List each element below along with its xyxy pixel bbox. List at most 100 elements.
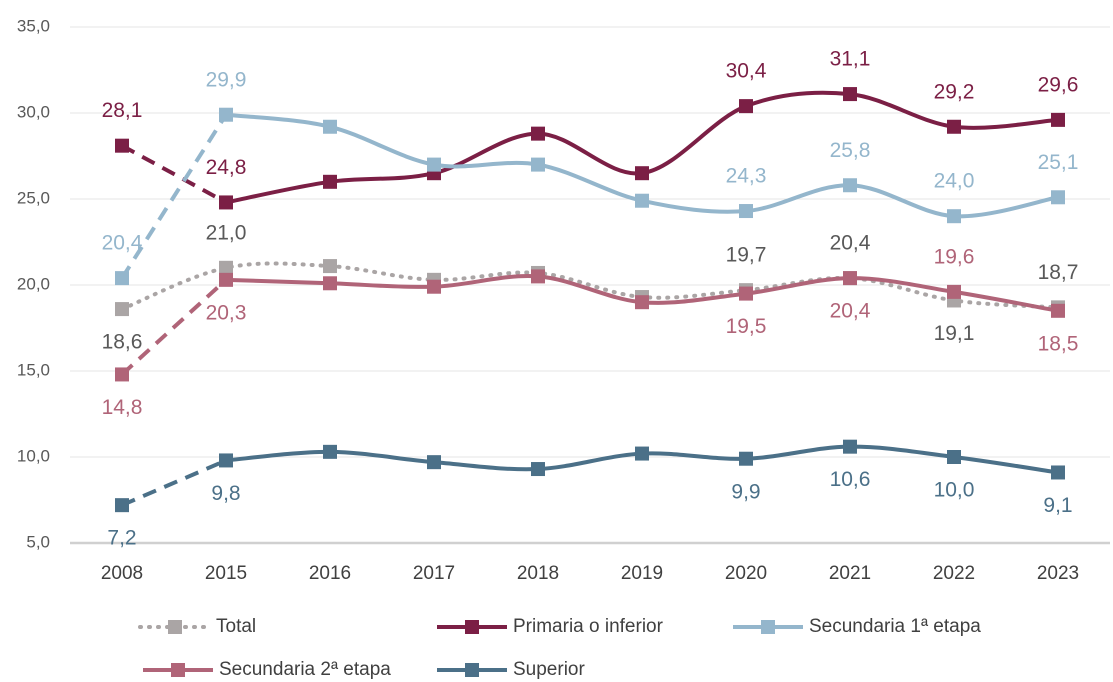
legend-label: Total bbox=[216, 616, 256, 637]
data-label: 29,9 bbox=[206, 68, 247, 91]
data-label: 29,6 bbox=[1038, 73, 1079, 96]
marker bbox=[427, 157, 441, 172]
series-line-dashed bbox=[120, 278, 228, 376]
marker bbox=[635, 446, 649, 461]
data-label: 28,1 bbox=[102, 99, 143, 122]
legend-label: Primaria o inferior bbox=[513, 616, 664, 637]
data-label: 18,6 bbox=[102, 331, 143, 354]
legend-marker bbox=[465, 620, 479, 634]
legend-label: Secundaria 1ª etapa bbox=[809, 616, 981, 637]
marker bbox=[219, 272, 233, 287]
data-label: 9,8 bbox=[211, 482, 240, 505]
data-label: 21,0 bbox=[206, 221, 247, 244]
marker bbox=[1051, 190, 1065, 205]
y-tick-label: 35,0 bbox=[17, 16, 50, 35]
marker bbox=[115, 271, 129, 286]
marker bbox=[635, 193, 649, 208]
marker bbox=[947, 119, 961, 134]
x-tick-label: 2023 bbox=[1037, 563, 1079, 584]
x-tick-label: 2019 bbox=[621, 563, 663, 584]
marker bbox=[843, 178, 857, 193]
marker bbox=[531, 269, 545, 284]
y-tick-label: 30,0 bbox=[17, 102, 50, 121]
marker bbox=[947, 284, 961, 299]
marker bbox=[739, 451, 753, 466]
data-label: 20,4 bbox=[830, 300, 871, 323]
marker bbox=[1051, 112, 1065, 127]
x-tick-label: 2021 bbox=[829, 563, 871, 584]
data-label: 24,0 bbox=[934, 170, 975, 193]
marker bbox=[843, 439, 857, 454]
marker bbox=[323, 444, 337, 459]
y-tick-label: 15,0 bbox=[17, 360, 50, 379]
marker bbox=[843, 271, 857, 286]
data-label: 10,6 bbox=[830, 468, 871, 491]
legend-label: Secundaria 2ª etapa bbox=[219, 659, 391, 680]
marker bbox=[323, 174, 337, 189]
data-label: 29,2 bbox=[934, 80, 975, 103]
x-tick-label: 2016 bbox=[309, 563, 351, 584]
data-label: 25,1 bbox=[1038, 151, 1079, 174]
data-label: 20,3 bbox=[206, 301, 247, 324]
marker bbox=[219, 453, 233, 468]
marker bbox=[531, 462, 545, 477]
marker bbox=[1051, 303, 1065, 318]
marker bbox=[635, 166, 649, 181]
data-label: 19,7 bbox=[726, 244, 767, 267]
marker bbox=[115, 302, 129, 317]
marker bbox=[427, 455, 441, 470]
marker bbox=[739, 204, 753, 219]
marker bbox=[635, 295, 649, 310]
data-label: 20,4 bbox=[830, 232, 871, 255]
marker bbox=[323, 259, 337, 274]
marker bbox=[1051, 465, 1065, 480]
y-tick-label: 10,0 bbox=[17, 446, 50, 465]
marker bbox=[531, 157, 545, 172]
marker bbox=[323, 276, 337, 291]
x-tick-label: 2018 bbox=[517, 563, 559, 584]
marker bbox=[219, 260, 233, 275]
legend-label: Superior bbox=[513, 659, 585, 680]
data-label: 25,8 bbox=[830, 139, 871, 162]
legend-marker bbox=[761, 620, 775, 634]
x-tick-label: 2008 bbox=[101, 563, 143, 584]
data-label: 30,4 bbox=[726, 60, 767, 83]
y-tick-label: 20,0 bbox=[17, 274, 50, 293]
series-line-dashed bbox=[121, 458, 227, 507]
marker bbox=[427, 279, 441, 294]
series-line-dashed bbox=[120, 113, 228, 280]
data-label: 7,2 bbox=[107, 527, 136, 550]
marker bbox=[219, 195, 233, 210]
x-tick-label: 2020 bbox=[725, 563, 767, 584]
data-label: 19,1 bbox=[934, 322, 975, 345]
marker bbox=[947, 450, 961, 464]
data-label: 19,6 bbox=[934, 245, 975, 268]
data-label: 10,0 bbox=[934, 479, 975, 502]
marker bbox=[531, 126, 545, 141]
legend-marker bbox=[465, 663, 479, 677]
marker bbox=[947, 209, 961, 224]
y-tick-label: 5,0 bbox=[26, 532, 50, 551]
marker bbox=[219, 107, 233, 122]
data-label: 14,8 bbox=[102, 396, 143, 419]
marker bbox=[115, 498, 129, 513]
marker bbox=[115, 138, 129, 153]
marker bbox=[843, 87, 857, 102]
y-tick-label: 25,0 bbox=[17, 188, 50, 207]
data-label: 9,9 bbox=[731, 480, 760, 503]
marker bbox=[739, 99, 753, 114]
data-label: 18,7 bbox=[1038, 261, 1079, 284]
data-label: 9,1 bbox=[1043, 494, 1072, 517]
data-label: 24,3 bbox=[726, 165, 767, 188]
data-label: 24,8 bbox=[206, 156, 247, 179]
x-tick-label: 2022 bbox=[933, 563, 975, 584]
marker bbox=[115, 367, 129, 382]
legend-marker bbox=[171, 663, 185, 677]
legend-marker bbox=[168, 620, 182, 634]
data-label: 31,1 bbox=[830, 48, 871, 71]
data-label: 19,5 bbox=[726, 315, 767, 338]
x-tick-label: 2017 bbox=[413, 563, 455, 584]
data-label: 18,5 bbox=[1038, 332, 1079, 355]
marker bbox=[739, 286, 753, 301]
series-line-dashed bbox=[121, 143, 227, 205]
